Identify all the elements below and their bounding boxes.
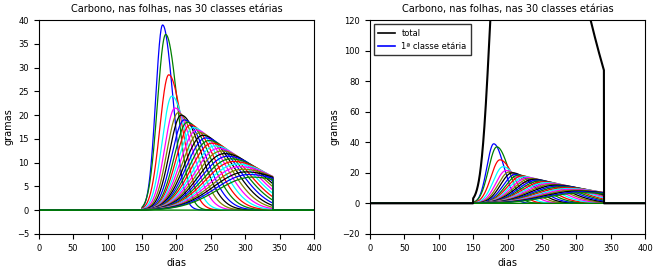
- X-axis label: dias: dias: [497, 258, 518, 268]
- Title: Carbono, nas folhas, nas 30 classes etárias: Carbono, nas folhas, nas 30 classes etár…: [70, 4, 283, 14]
- Y-axis label: gramas: gramas: [4, 109, 14, 146]
- Legend: total, 1ª classe etária: total, 1ª classe etária: [374, 24, 471, 55]
- X-axis label: dias: dias: [166, 258, 187, 268]
- Y-axis label: gramas: gramas: [330, 109, 340, 146]
- Title: Carbono, nas folhas, nas 30 classes etárias: Carbono, nas folhas, nas 30 classes etár…: [401, 4, 614, 14]
